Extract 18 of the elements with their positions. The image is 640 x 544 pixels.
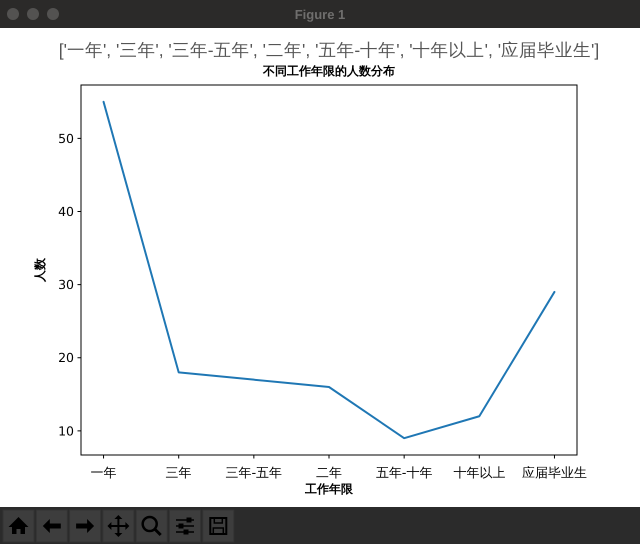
x-tick-label: 三年-五年	[225, 466, 282, 481]
y-axis-title: 人数	[33, 257, 47, 283]
x-tick-label: 二年	[316, 466, 342, 481]
y-tick-label: 50	[58, 130, 74, 146]
text: ['一年', '三年', '三年-五年', '二年', '五年-十年', '十年以上', '应届毕业生']	[58, 40, 600, 60]
x-tick-label: 十年以上	[453, 466, 506, 481]
y-tick-label: 30	[58, 277, 74, 292]
caption: Figure 1	[294, 7, 346, 22]
y-tick-label: 40	[58, 204, 74, 219]
x-tick-label: 一年	[90, 466, 117, 481]
chart-title: 不同工作年限的人数分布	[262, 64, 395, 78]
x-tick-label: 三年	[166, 466, 192, 481]
line-series	[102, 100, 556, 440]
x-tick-label: 五年-十年	[376, 466, 433, 481]
x-tick-label: 应届毕业生	[522, 465, 587, 481]
y-tick-label: 20	[58, 350, 74, 366]
y-tick-label: 10	[58, 423, 74, 438]
x-axis-title: 工作年限	[304, 482, 354, 496]
